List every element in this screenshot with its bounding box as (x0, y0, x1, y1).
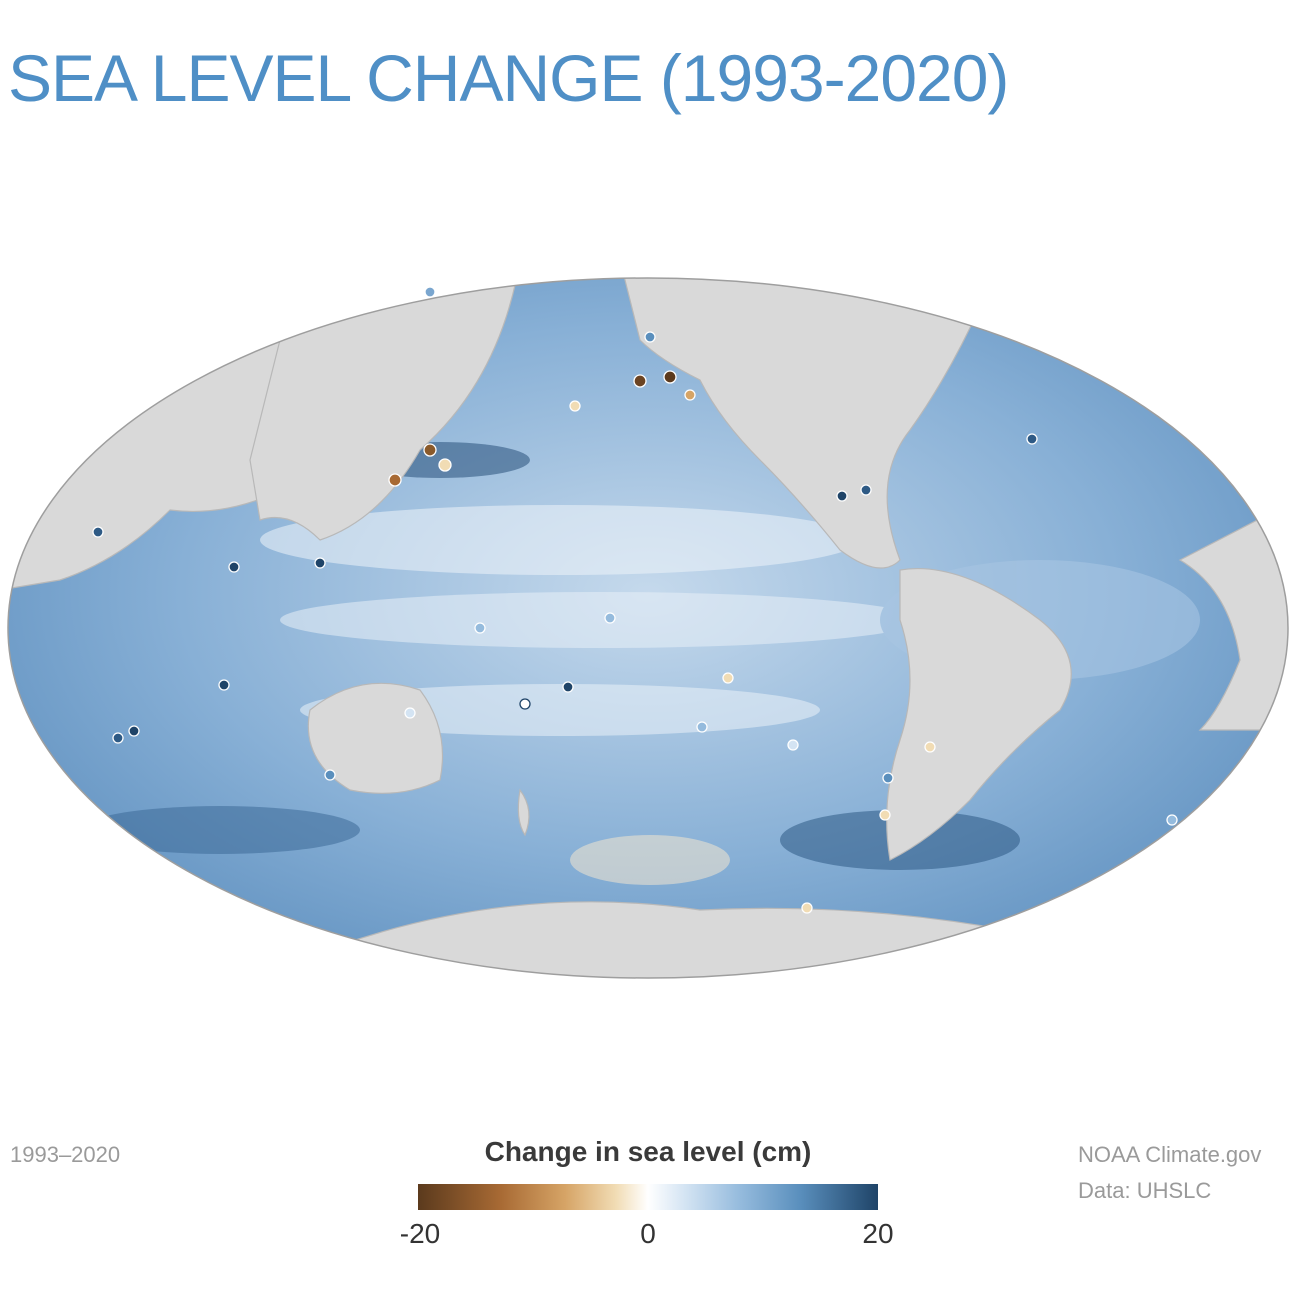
station-marker (404, 707, 416, 719)
legend-tick-max: 20 (862, 1218, 894, 1249)
station-marker (722, 672, 734, 684)
station-marker (882, 772, 894, 784)
tide-gauge-stations (92, 286, 1178, 914)
station-marker (388, 473, 402, 487)
land (8, 278, 1288, 978)
station-marker (569, 400, 581, 412)
legend-tick-mid: 0 (640, 1218, 656, 1249)
station-marker (924, 741, 936, 753)
africa-east (1178, 499, 1288, 731)
station-marker (1026, 433, 1038, 445)
station-marker (633, 374, 647, 388)
station-marker (519, 698, 531, 710)
station-marker (218, 679, 230, 691)
globe-outline (7, 277, 1289, 979)
legend-title: Change in sea level (cm) (484, 1136, 812, 1167)
station-marker (836, 490, 848, 502)
station-marker (423, 443, 437, 457)
color-scale-bar (418, 1184, 878, 1210)
station-marker (324, 769, 336, 781)
north-america (619, 278, 1001, 569)
station-marker (860, 484, 872, 496)
station-marker (801, 902, 813, 914)
period-label: 1993–2020 (10, 1142, 121, 1167)
station-marker (112, 732, 124, 744)
world-map (7, 277, 1289, 979)
station-marker (562, 681, 574, 693)
station-marker (787, 739, 799, 751)
south-america (886, 567, 1072, 861)
station-marker (438, 458, 452, 472)
station-marker (92, 526, 104, 538)
credit-data: Data: UHSLC (1078, 1178, 1212, 1203)
station-marker (228, 561, 240, 573)
station-marker (644, 331, 656, 343)
new-zealand (517, 788, 530, 837)
legend-tick-min: -20 (399, 1218, 441, 1249)
station-marker (696, 721, 708, 733)
station-marker (879, 809, 891, 821)
station-marker (684, 389, 696, 401)
station-marker (424, 286, 436, 298)
station-marker (663, 370, 677, 384)
map-title: SEA LEVEL CHANGE (1993-2020) (8, 41, 1009, 115)
station-marker (128, 725, 140, 737)
station-marker (604, 612, 616, 624)
credit-source: NOAA Climate.gov (1078, 1142, 1262, 1167)
station-marker (474, 622, 486, 634)
station-marker (1166, 814, 1178, 826)
station-marker (314, 557, 326, 569)
